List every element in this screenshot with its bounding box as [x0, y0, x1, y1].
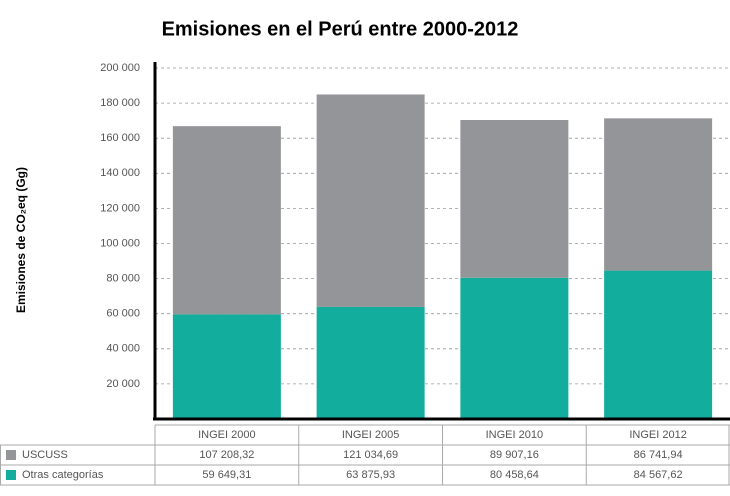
y-tick-label: 200 000 — [100, 62, 140, 74]
chart-title: Emisiones en el Perú entre 2000-2012 — [162, 18, 519, 40]
bar-segment — [604, 270, 713, 419]
y-tick-label: 180 000 — [100, 97, 140, 109]
y-tick-label: 40 000 — [106, 343, 140, 355]
x-tick-label: INGEI 2012 — [629, 429, 686, 441]
table-cell: 63 875,93 — [346, 469, 395, 481]
legend-label: USCUSS — [22, 449, 68, 461]
table-cell: 89 907,16 — [490, 449, 539, 461]
y-tick-label: 60 000 — [106, 308, 140, 320]
table-cell: 121 034,69 — [343, 449, 398, 461]
table-cell: 107 208,32 — [199, 449, 254, 461]
x-tick-label: INGEI 2000 — [198, 429, 255, 441]
bar-segment — [460, 120, 569, 278]
y-tick-label: 120 000 — [100, 202, 140, 214]
bar-segment — [316, 94, 425, 307]
bar-segment — [604, 118, 713, 271]
y-tick-label: 80 000 — [106, 273, 140, 285]
x-tick-label: INGEI 2005 — [342, 429, 399, 441]
bar-segment — [172, 314, 281, 419]
y-axis-label: Emisiones de CO₂eq (Gg) — [14, 167, 28, 313]
y-tick-label: 140 000 — [100, 167, 140, 179]
y-tick-label: 100 000 — [100, 237, 140, 249]
x-tick-label: INGEI 2010 — [486, 429, 543, 441]
legend-swatch — [6, 470, 16, 480]
bar-segment — [172, 126, 281, 315]
table-cell: 84 567,62 — [634, 469, 683, 481]
table-cell: 59 649,31 — [202, 469, 251, 481]
y-tick-label: 20 000 — [106, 378, 140, 390]
table-cell: 80 458,64 — [490, 469, 539, 481]
legend-swatch — [6, 450, 16, 460]
bar-segment — [316, 306, 425, 419]
legend-label: Otras categorías — [22, 469, 104, 481]
bar-segment — [460, 277, 569, 419]
y-tick-label: 160 000 — [100, 132, 140, 144]
table-cell: 86 741,94 — [634, 449, 683, 461]
